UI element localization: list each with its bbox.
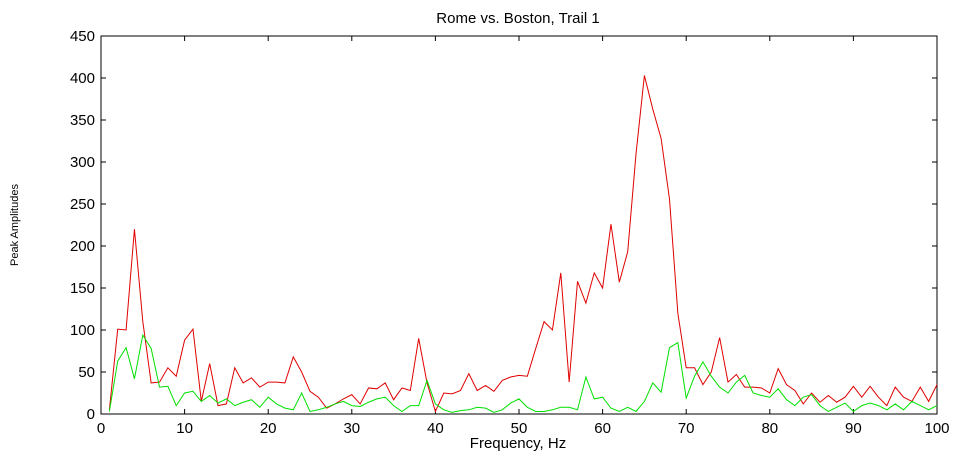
y-tick-label: 450 bbox=[70, 28, 95, 45]
y-tick-label: 100 bbox=[70, 322, 95, 339]
y-tick-label: 300 bbox=[70, 154, 95, 171]
series-line-2 bbox=[108, 333, 938, 413]
plot-area bbox=[100, 35, 938, 415]
chart-title: Rome vs. Boston, Trail 1 bbox=[436, 10, 599, 27]
series-line-1 bbox=[108, 75, 938, 413]
x-tick-label: 60 bbox=[594, 420, 611, 437]
x-tick-label: 10 bbox=[176, 420, 193, 437]
x-tick-label: 70 bbox=[678, 420, 695, 437]
x-tick-label: 40 bbox=[427, 420, 444, 437]
y-tick-label: 200 bbox=[70, 238, 95, 255]
x-tick-label: 30 bbox=[343, 420, 360, 437]
y-tick-label: 150 bbox=[70, 280, 95, 297]
x-tick-label: 80 bbox=[761, 420, 778, 437]
y-tick-label: 350 bbox=[70, 112, 95, 129]
x-axis-label: Frequency, Hz bbox=[470, 435, 566, 452]
y-tick-label: 250 bbox=[70, 196, 95, 213]
y-tick-label: 400 bbox=[70, 70, 95, 87]
axis-ticks: 0 10 20 30 40 50 60 70 80 90 100 0 50 100 150 200 250 300… bbox=[70, 28, 950, 437]
x-tick-label: 0 bbox=[97, 420, 105, 437]
x-tick-label: 100 bbox=[924, 420, 949, 437]
y-tick-label: 50 bbox=[78, 364, 95, 381]
x-tick-label: 20 bbox=[260, 420, 277, 437]
series-lines bbox=[108, 75, 938, 413]
x-tick-label: 50 bbox=[511, 420, 528, 437]
y-tick-label: 0 bbox=[87, 406, 95, 423]
x-tick-label: 90 bbox=[845, 420, 862, 437]
y-axis-label: Peak Amplitudes bbox=[9, 184, 21, 266]
